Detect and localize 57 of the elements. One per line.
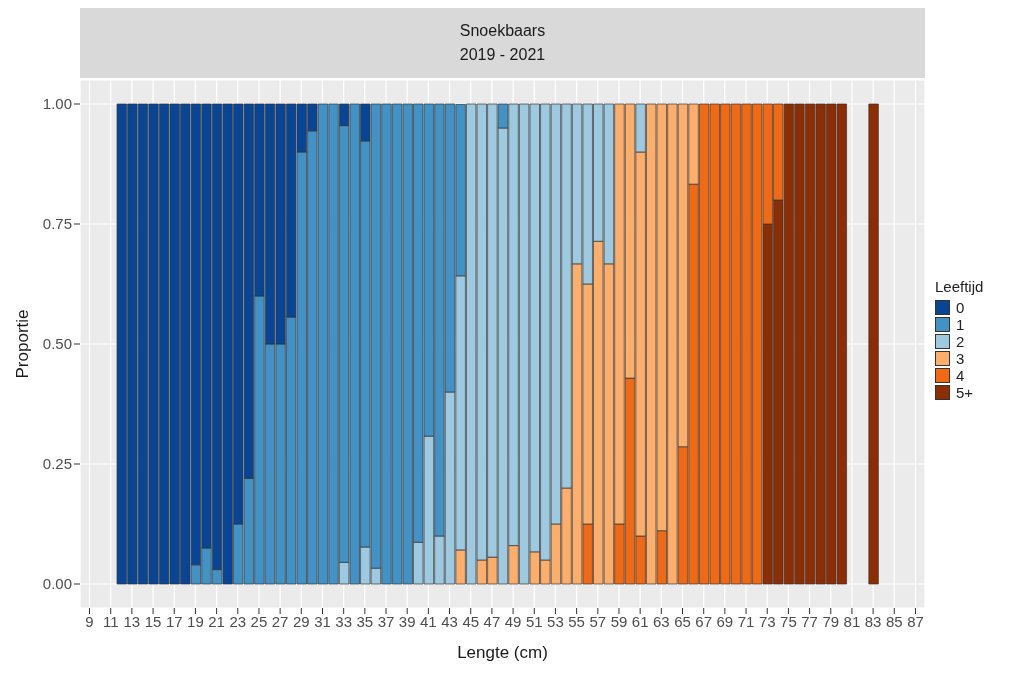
x-tick-label: 25	[250, 612, 268, 630]
y-tick-label: 1.00	[42, 95, 72, 113]
legend-title: Leeftijd	[935, 277, 985, 295]
x-tick-label: 33	[335, 612, 353, 630]
x-tick-label: 47	[483, 612, 501, 630]
x-tick-label: 49	[504, 612, 522, 630]
x-tick-label: 9	[85, 612, 94, 630]
x-tick-label: 17	[165, 612, 183, 630]
x-tick-label: 85	[885, 612, 903, 630]
x-tick-label: 67	[695, 612, 713, 630]
chart-title: Snoekbaars	[458, 21, 547, 41]
x-tick-label: 37	[377, 612, 395, 630]
x-tick-label: 53	[547, 612, 564, 630]
x-tick-label: 79	[822, 612, 840, 630]
x-tick-label: 87	[907, 612, 924, 630]
x-tick-label: 73	[758, 612, 776, 630]
legend-label: 0	[956, 298, 965, 316]
x-tick-label: 55	[568, 612, 585, 630]
x-tick-label: 75	[780, 612, 797, 630]
x-tick-label: 15	[144, 612, 162, 630]
legend-label: 4	[956, 366, 965, 384]
legend-label: 5+	[956, 383, 974, 401]
x-tick-label: 13	[123, 612, 141, 630]
x-tick-label: 41	[420, 612, 437, 630]
y-tick-label: 0.50	[42, 335, 72, 353]
y-tick-label: 0.25	[42, 455, 72, 473]
x-tick-label: 35	[356, 612, 374, 630]
legend-label: 3	[956, 349, 965, 367]
x-tick-label: 31	[314, 612, 331, 630]
x-tick-label: 29	[292, 612, 310, 630]
x-tick-label: 57	[589, 612, 607, 630]
bar	[868, 103, 879, 585]
x-tick-label: 21	[208, 612, 225, 630]
x-tick-label: 19	[187, 612, 204, 630]
x-tick-label: 11	[102, 612, 119, 630]
x-tick-label: 61	[631, 612, 649, 630]
x-tick-label: 63	[652, 612, 670, 630]
x-tick-label: 59	[610, 612, 628, 630]
x-tick-label: 81	[843, 612, 861, 630]
y-axis-title: Proportie	[13, 309, 33, 379]
legend-label: 2	[956, 332, 965, 350]
legend-label: 1	[956, 315, 965, 333]
x-tick-label: 77	[801, 612, 818, 630]
x-tick-label: 69	[716, 612, 734, 630]
x-tick-label: 45	[462, 612, 480, 630]
x-tick-label: 83	[864, 612, 882, 630]
x-tick-label: 51	[525, 612, 543, 630]
y-tick-label: 0.00	[42, 575, 72, 593]
y-tick-label: 0.75	[42, 215, 72, 233]
x-axis-title: Lengte (cm)	[457, 643, 548, 662]
x-tick-label: 43	[441, 612, 458, 630]
chart-subtitle: 2019 - 2021	[458, 45, 547, 65]
x-tick-label: 65	[674, 612, 691, 630]
x-tick-label: 71	[737, 612, 755, 630]
x-tick-label: 23	[229, 612, 247, 630]
x-tick-label: 27	[271, 612, 289, 630]
x-tick-label: 39	[398, 612, 416, 630]
